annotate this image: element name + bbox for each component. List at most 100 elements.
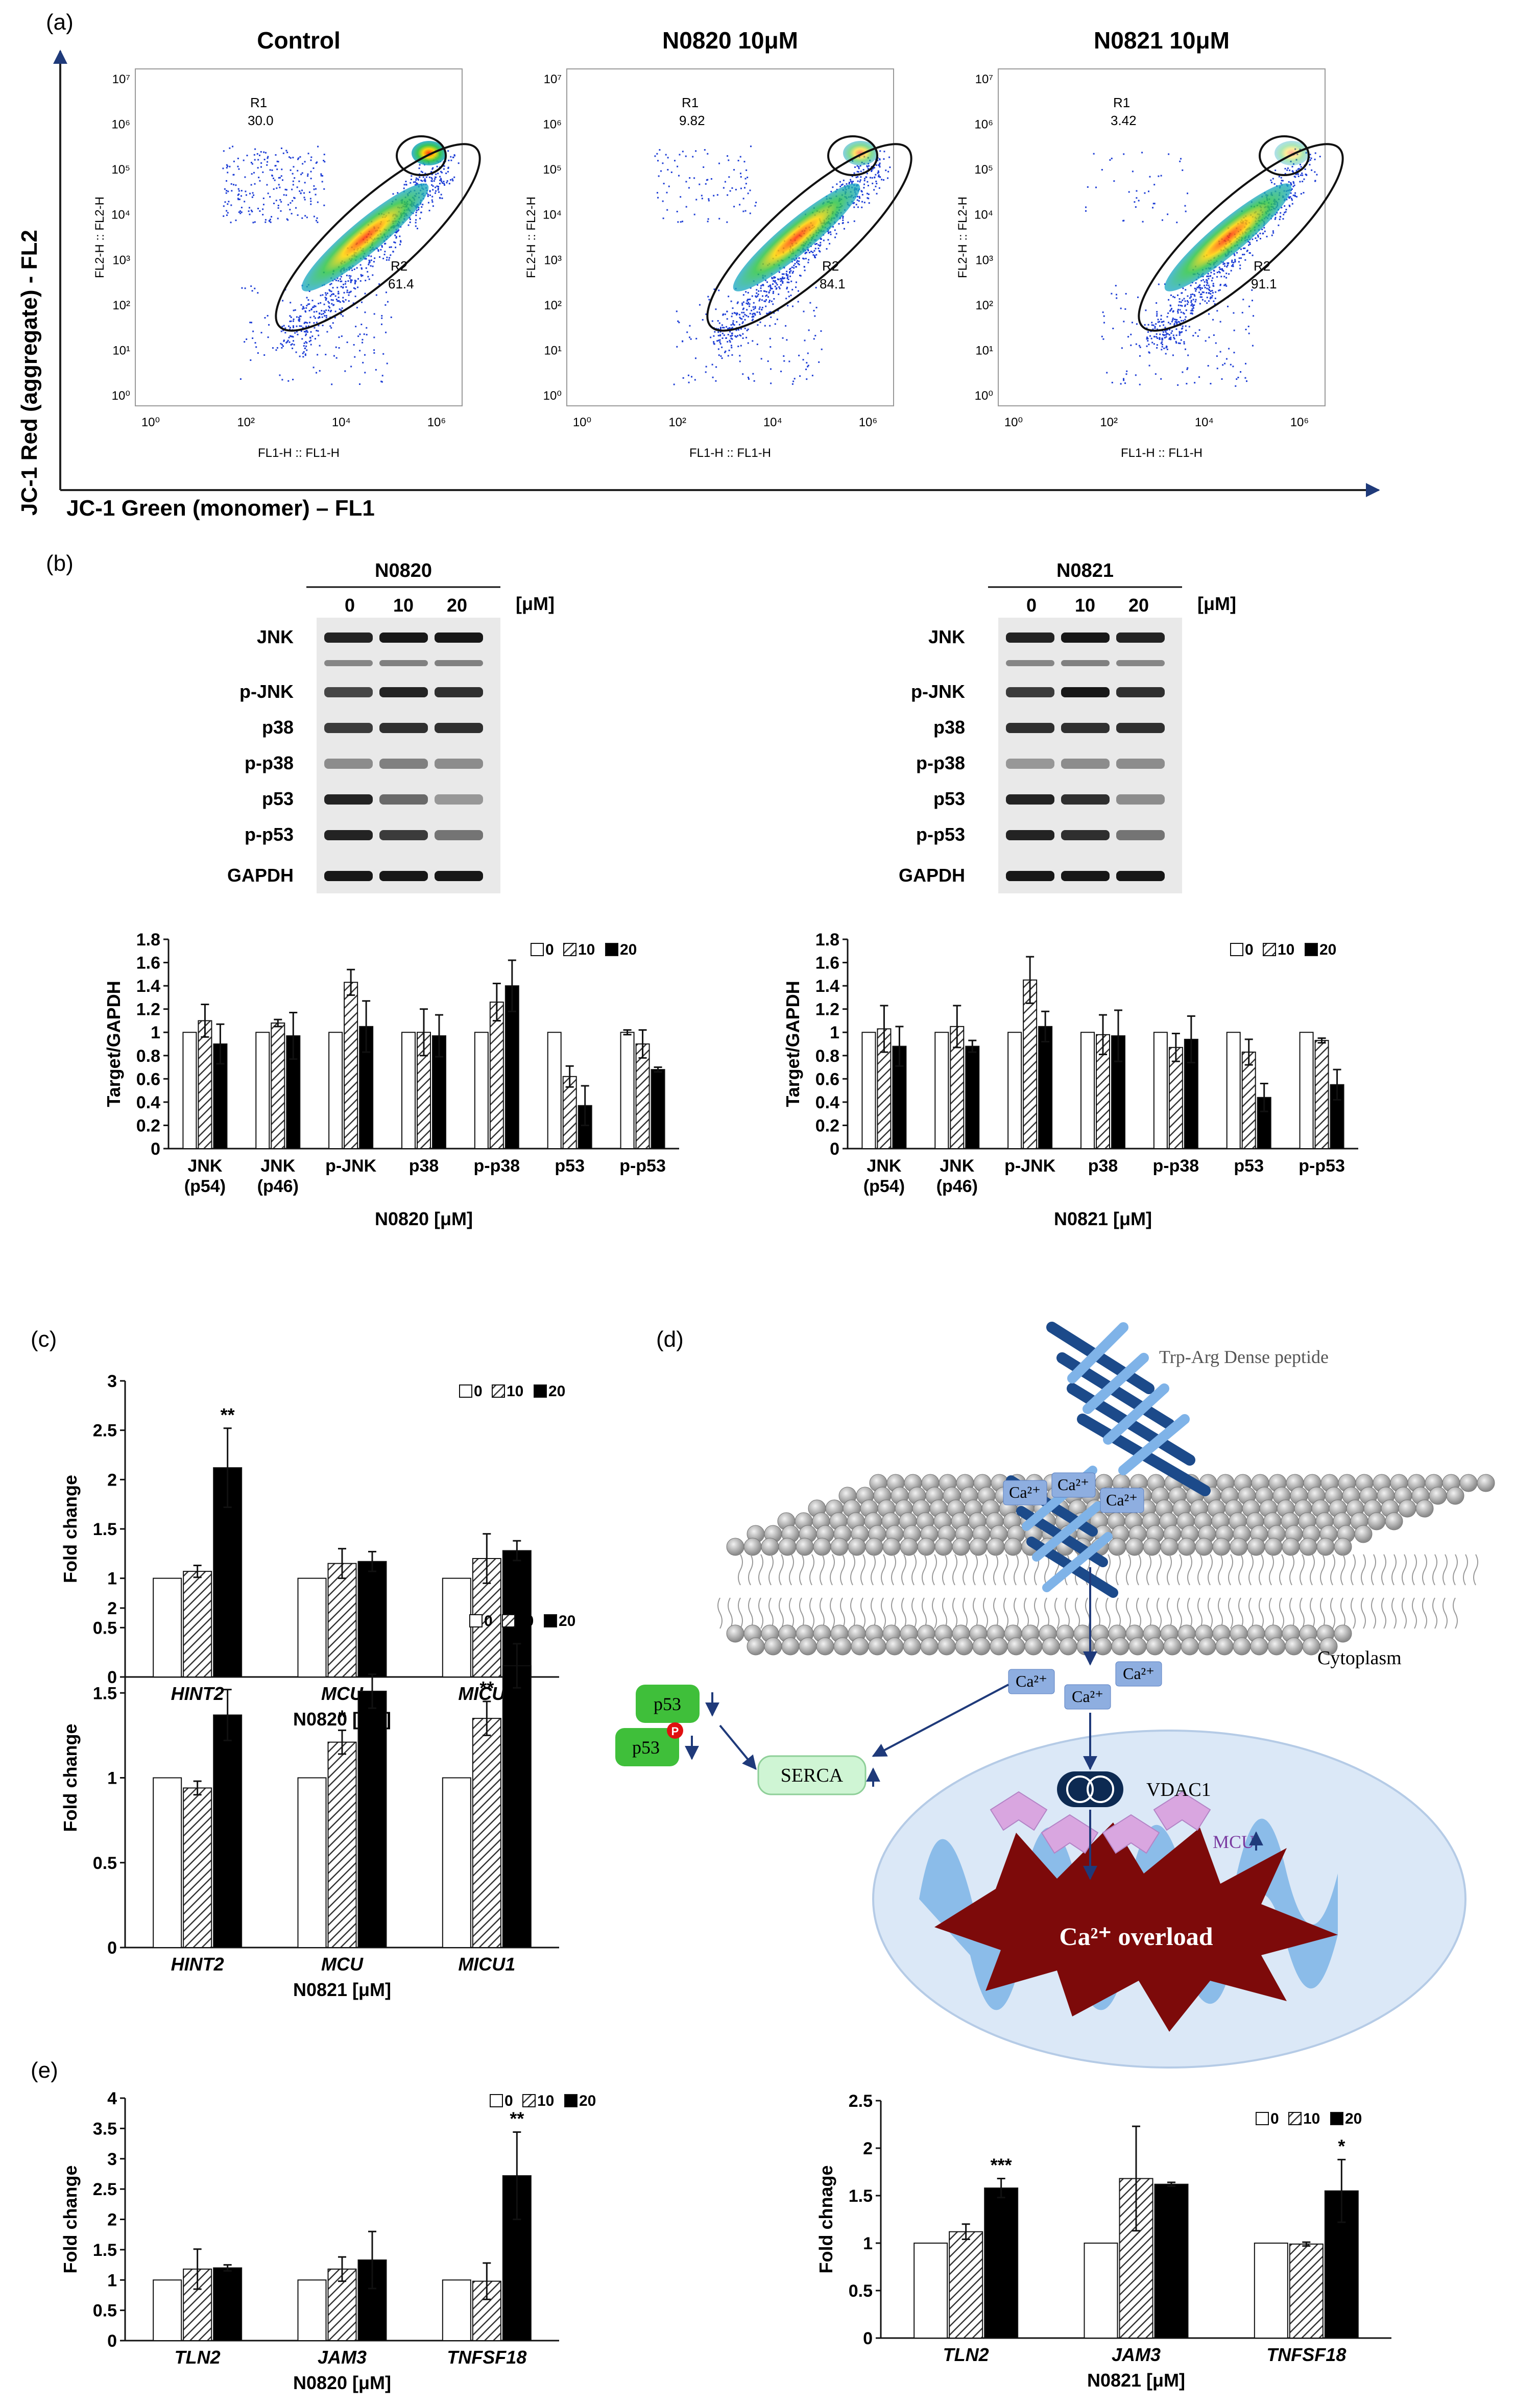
x-axis-title: N0820 [μM]: [293, 2372, 391, 2393]
phospho-label: P: [671, 1725, 679, 1738]
lipid-head: [1230, 1538, 1248, 1556]
panel-label-b: (b): [46, 551, 74, 576]
lipid-head: [903, 1637, 921, 1656]
flow-x-tick: 10⁶: [859, 416, 878, 429]
lipid-head: [1076, 1637, 1095, 1656]
y-tick-label: 3.5: [93, 2119, 117, 2138]
gate-r1-value: 9.82: [679, 113, 705, 128]
flow-x-tick: 10⁴: [1195, 416, 1214, 429]
blot-dose: 10: [1075, 595, 1095, 616]
category-label: (p54): [863, 1177, 905, 1196]
y-tick-label: 1.2: [136, 1000, 160, 1019]
legend: 0 10 20: [1256, 2110, 1362, 2127]
legend-label: 20: [620, 941, 637, 958]
blot-band: [379, 830, 428, 840]
blot-band: [1061, 794, 1110, 805]
lipid-tail: [963, 1554, 988, 1629]
lipid-head: [1446, 1487, 1464, 1505]
blot-band: [324, 687, 373, 697]
y-tick-label: 0.6: [815, 1069, 839, 1089]
gate-r2-value: 84.1: [820, 276, 846, 291]
flow-x-tick: 10⁶: [1290, 416, 1309, 429]
gate-r1-name: R1: [682, 95, 699, 110]
lipid-tail: [1228, 1554, 1254, 1629]
bar-0: [474, 1032, 489, 1149]
flow-y-tick: 10⁴: [543, 208, 562, 222]
calcium-pathway-diagram: Ca²⁺ overload MCU VDAC1 Trp-Arg Dense pe…: [615, 1322, 1495, 2069]
flow-plot: N0820 10μM 10⁰ 10¹ 10² 10³ 10⁴ 10⁵ 10⁶ 10⁷ 10⁰ 10²…: [524, 27, 912, 460]
flow-y-tick: 10²: [975, 299, 993, 312]
flow-y-tick: 10⁴: [111, 208, 130, 222]
lipid-tail: [1126, 1554, 1151, 1629]
y-tick-label: 1.5: [93, 1684, 117, 1703]
blot-protein-label: GAPDH: [227, 865, 294, 886]
flow-y-tick: 10⁴: [974, 208, 993, 222]
bar-10: [1314, 1040, 1329, 1149]
category-label: MCU: [321, 1954, 364, 1975]
legend-label: 0: [474, 1383, 483, 1400]
y-tick-label: 0: [151, 1139, 160, 1159]
lipid-tail: [1371, 1554, 1397, 1629]
blot-protein-label: p-p38: [245, 752, 294, 773]
flow-y-tick: 10⁷: [544, 72, 562, 86]
lipid-head: [830, 1538, 849, 1556]
blot-band: [324, 759, 373, 769]
lipid-head: [1198, 1637, 1216, 1656]
lipid-tail: [1024, 1554, 1049, 1629]
lipid-tail: [1105, 1554, 1131, 1629]
lipid-head: [851, 1637, 869, 1656]
legend-label: 10: [578, 941, 595, 958]
p53-to-serca-arrow: [719, 1724, 757, 1770]
blot-band: [1116, 687, 1165, 697]
blot-band: [379, 687, 428, 697]
flow-plot-title: N0820 10μM: [662, 27, 798, 54]
lipid-head: [987, 1538, 1005, 1556]
vdac1-label: VDAC1: [1146, 1779, 1211, 1801]
lipid-tail: [1432, 1554, 1458, 1629]
lipid-tail: [881, 1554, 906, 1629]
flow-x-tick: 10⁰: [141, 416, 160, 429]
gate-r2: [275, 143, 481, 332]
flow-y-tick: 10¹: [544, 344, 562, 357]
legend: 0 10 20: [469, 1613, 575, 1629]
lipid-tail: [1177, 1554, 1203, 1629]
bar-chart-b-left: 0 0.2 0.4 0.6 0.8 1 1.2 1.4 1.6 1.8 Target/GAPDH JN…: [103, 930, 679, 1229]
y-tick-label: 1.8: [815, 930, 839, 950]
lipid-head: [969, 1538, 988, 1556]
blot-band: [324, 633, 373, 643]
lipid-tail: [871, 1554, 896, 1629]
phospho-marker: [667, 1722, 683, 1739]
bar-10: [327, 1563, 357, 1678]
lipid-head: [1146, 1637, 1164, 1656]
lipid-head: [1334, 1538, 1352, 1556]
lipid-head: [952, 1538, 970, 1556]
legend-label: 0: [504, 2093, 513, 2109]
bar-20: [984, 2187, 1019, 2339]
blot-dose: 20: [1128, 595, 1149, 616]
ca-ion: Ca²⁺: [1106, 1491, 1138, 1509]
lipid-head: [1195, 1538, 1213, 1556]
legend-label: 10: [1278, 941, 1294, 958]
lipid-head: [900, 1538, 918, 1556]
y-axis-title: Fold change: [60, 2165, 81, 2273]
lipid-tail: [1391, 1554, 1417, 1629]
blot-band: [435, 871, 483, 881]
lipid-tail: [830, 1554, 855, 1629]
flow-y-tick: 10⁶: [974, 118, 993, 132]
bar-0: [620, 1032, 635, 1149]
bar-0: [255, 1032, 270, 1149]
blot-protein-label: p38: [933, 717, 965, 738]
western-blots: N0820 0 10 20 [μM] JNK p-JNK p38 p-p38 p53 p-p53 GA…: [227, 560, 1236, 893]
lipid-head: [1177, 1538, 1196, 1556]
lipid-head: [764, 1637, 782, 1656]
lipid-tail: [809, 1554, 835, 1629]
bar-0: [297, 1577, 327, 1678]
flow-plot-frame: [566, 68, 894, 406]
y-tick-label: 0: [863, 2329, 873, 2348]
bar-20: [504, 985, 519, 1149]
blot-unit: [μM]: [1197, 593, 1236, 614]
legend-swatch: [1330, 2112, 1343, 2125]
gate-r2-value: 61.4: [388, 276, 414, 291]
legend-label: 0: [1245, 941, 1254, 958]
ca-ions-membrane: Ca²⁺ Ca²⁺ Ca²⁺: [1003, 1472, 1144, 1513]
